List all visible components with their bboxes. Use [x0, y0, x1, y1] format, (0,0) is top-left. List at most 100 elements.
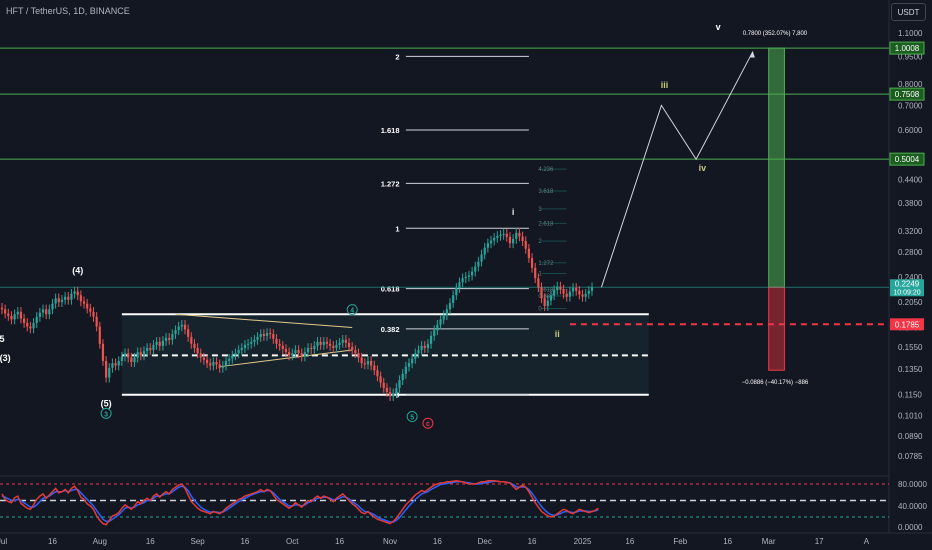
candle-body: [146, 347, 149, 352]
candle-body: [105, 360, 108, 378]
candle-body: [253, 339, 256, 342]
candle-body: [404, 366, 407, 374]
wave-label: (3): [0, 353, 11, 363]
candle-body: [562, 289, 565, 294]
candle-body: [382, 382, 385, 388]
candle-body: [22, 318, 26, 323]
candle-body: [388, 391, 392, 397]
candle-body: [341, 339, 344, 343]
candle-body: [51, 303, 54, 310]
candle-body: [180, 324, 183, 327]
position-loss-zone: [768, 286, 785, 371]
candle-body: [221, 365, 224, 368]
minor-fib-label: 0: [538, 306, 542, 312]
date-tick-label: 16: [723, 537, 732, 546]
candle-body: [578, 290, 581, 295]
wave-label-circle: [346, 304, 358, 316]
candle-body: [351, 346, 354, 351]
candle-body: [101, 343, 105, 361]
candle-body: [265, 333, 269, 336]
date-tick-label: 16: [433, 537, 442, 546]
price-tick-label: 0.2400: [898, 273, 923, 282]
fib-level-label: 1: [395, 224, 399, 233]
candle-body: [347, 342, 351, 347]
wave-label: i: [512, 207, 515, 217]
candle-body: [256, 336, 259, 340]
candle-body: [187, 329, 190, 337]
candle-body: [549, 295, 553, 301]
date-tick-label: 17: [815, 537, 824, 546]
rsi-tick-label: 0.0000: [898, 523, 923, 532]
candle-body: [152, 344, 155, 351]
date-tick-label: 2025: [574, 537, 592, 546]
price-tick-label: 0.8000: [898, 80, 923, 89]
candle-body: [171, 334, 174, 340]
wave-label: c: [426, 421, 430, 428]
minor-fib-label: 3: [538, 207, 542, 213]
candle-body: [64, 296, 67, 300]
candle-body: [496, 235, 499, 238]
candle-body: [426, 343, 430, 348]
date-tick-label: 16: [240, 537, 249, 546]
candle-body: [26, 322, 29, 327]
candle-body: [515, 232, 518, 239]
projection-arrowhead: [749, 51, 755, 58]
price-tick-label: 0.2050: [898, 298, 923, 307]
candle-body: [452, 295, 455, 303]
candle-body: [98, 326, 101, 344]
wave-label: (4): [72, 266, 83, 276]
wave-label: 5: [410, 415, 414, 422]
candle-body: [35, 316, 38, 323]
fib-level-label: 0.382: [381, 325, 400, 334]
price-tick-label: 0.6000: [898, 126, 923, 135]
candle-body: [357, 353, 360, 358]
wave-label: iii: [661, 80, 669, 90]
candle-body: [164, 337, 168, 341]
candle-body: [16, 311, 19, 315]
candle-body: [250, 341, 253, 344]
candle-body: [190, 336, 193, 344]
candle-body: [489, 240, 493, 244]
candle-body: [360, 357, 363, 364]
candle-body: [275, 338, 278, 344]
candle-body: [565, 293, 568, 297]
candle-body: [322, 341, 325, 345]
candle-body: [168, 337, 171, 340]
wave-label-circle: [406, 411, 418, 423]
candle-body: [224, 360, 228, 366]
triangle-upper-line: [175, 313, 353, 328]
candle-body: [366, 360, 370, 365]
candle-body: [338, 342, 341, 345]
candle-body: [502, 233, 505, 235]
wave-label: 3: [104, 411, 108, 418]
candle-body: [76, 291, 79, 296]
candle-body: [196, 347, 199, 354]
candle-body: [92, 311, 95, 317]
currency-button[interactable]: USDT: [891, 3, 926, 21]
candle-body: [505, 233, 508, 237]
candle-body: [228, 358, 231, 361]
price-tick-label: 0.7000: [898, 101, 923, 110]
date-tick-label: Oct: [286, 537, 299, 546]
candle-body: [445, 309, 448, 316]
candle-body: [575, 287, 578, 291]
candle-body: [448, 302, 452, 310]
candle-body: [442, 315, 445, 320]
candle-body: [82, 301, 86, 304]
candle-body: [407, 363, 411, 367]
candle-body: [395, 387, 398, 394]
candle-body: [354, 350, 357, 354]
wave-label: iv: [699, 163, 707, 173]
candle-body: [344, 339, 347, 343]
candle-body: [411, 358, 414, 364]
candle-body: [461, 278, 464, 283]
candle-body: [458, 282, 461, 288]
candle-body: [262, 334, 265, 336]
price-tick-label: 0.1550: [898, 343, 923, 352]
candle-body: [215, 362, 218, 365]
candle-body: [590, 287, 594, 291]
position-target-label: 0.7800 (352.07%) 7,800: [743, 31, 808, 37]
candle-body: [281, 345, 284, 349]
candle-body: [546, 300, 549, 307]
